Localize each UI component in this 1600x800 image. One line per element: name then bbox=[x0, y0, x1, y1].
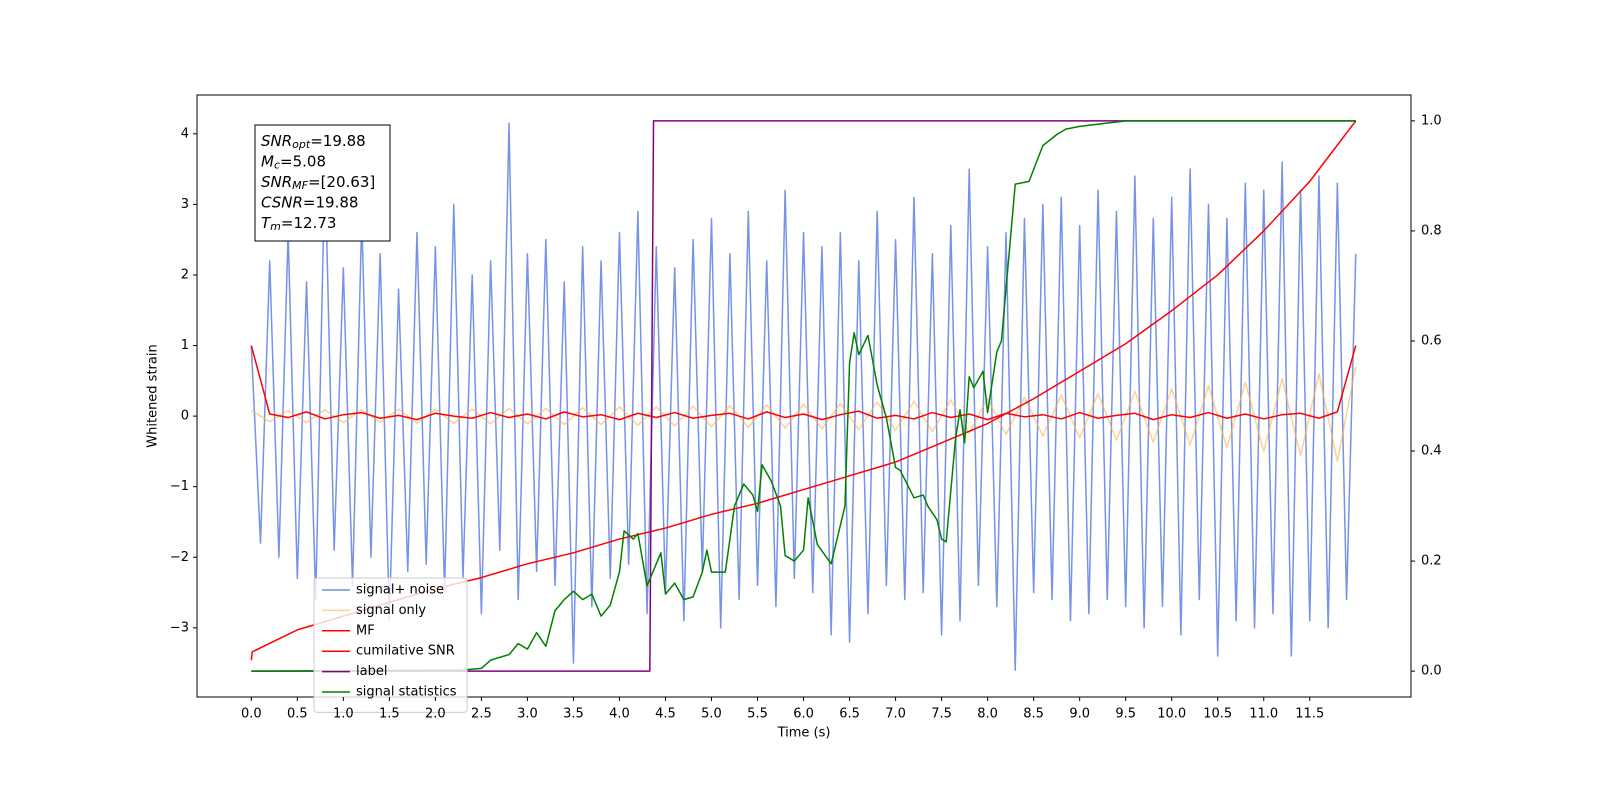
y2-tick-label: 0.2 bbox=[1421, 554, 1442, 569]
x-tick-label: 10.0 bbox=[1157, 707, 1186, 722]
x-tick-label: 2.5 bbox=[471, 707, 492, 722]
x-tick-label: 10.5 bbox=[1203, 707, 1232, 722]
annotation-subscript: c bbox=[274, 159, 280, 172]
annotation-symbol: SNR bbox=[261, 173, 292, 191]
annotation-value: =[20.63] bbox=[308, 173, 375, 191]
legend-label: signal only bbox=[356, 603, 426, 618]
x-tick-label: 5.5 bbox=[747, 707, 768, 722]
y-axis-label: Whitened strain bbox=[146, 344, 161, 447]
x-tick-label: 7.5 bbox=[931, 707, 952, 722]
y-tick-label: −2 bbox=[170, 550, 189, 565]
x-tick-label: 2.0 bbox=[425, 707, 446, 722]
y-tick-label: 3 bbox=[181, 197, 189, 212]
x-tick-label: 4.5 bbox=[655, 707, 676, 722]
y2-tick-label: 0.6 bbox=[1421, 333, 1442, 348]
annotation-box: SNRopt=19.88Mc=5.08SNRMF=[20.63]CSNR=19.… bbox=[254, 124, 391, 242]
legend: signal+ noise signal only MF cumilative SNR… bbox=[313, 577, 468, 713]
y2-tick-label: 0.0 bbox=[1421, 664, 1442, 679]
x-tick-label: 1.0 bbox=[333, 707, 354, 722]
y2-tick-label: 1.0 bbox=[1421, 113, 1442, 128]
x-tick-label: 4.0 bbox=[609, 707, 630, 722]
annotation-frame bbox=[254, 124, 391, 242]
legend-label: MF bbox=[356, 623, 375, 638]
annotation-symbol: CSNR bbox=[261, 193, 303, 211]
annotation-subscript: MF bbox=[292, 179, 308, 192]
y-tick-label: 0 bbox=[181, 409, 189, 424]
annotation-line: Mc=5.08 bbox=[261, 152, 326, 172]
data-line bbox=[250, 345, 1357, 421]
x-tick-label: 5.0 bbox=[701, 707, 722, 722]
x-tick-label: 11.0 bbox=[1249, 707, 1278, 722]
x-tick-label: 3.5 bbox=[563, 707, 584, 722]
annotation-value: =19.88 bbox=[310, 132, 366, 150]
annotation-subscript: m bbox=[270, 220, 281, 233]
data-line bbox=[251, 120, 1356, 672]
legend-label: label bbox=[356, 664, 387, 679]
y2-tick-label: 0.8 bbox=[1421, 223, 1442, 238]
x-axis-label: Time (s) bbox=[777, 726, 831, 741]
x-tick-label: 6.5 bbox=[839, 707, 860, 722]
y-tick-label: 4 bbox=[181, 126, 189, 141]
annotation-line: SNRopt=19.88 bbox=[261, 132, 366, 152]
annotation-symbol: T bbox=[261, 214, 272, 232]
legend-label: signal+ noise bbox=[356, 583, 444, 598]
x-tick-label: 7.0 bbox=[885, 707, 906, 722]
annotation-line: CSNR=19.88 bbox=[261, 193, 358, 211]
x-tick-label: 9.0 bbox=[1069, 707, 1090, 722]
x-tick-label: 11.5 bbox=[1295, 707, 1324, 722]
annotation-subscript: opt bbox=[292, 138, 311, 151]
legend-label: signal statistics bbox=[356, 685, 457, 700]
annotation-line: Tm=12.73 bbox=[261, 214, 336, 234]
x-tick-label: 3.0 bbox=[517, 707, 538, 722]
y2-tick-label: 0.4 bbox=[1421, 444, 1442, 459]
annotation-value: =19.88 bbox=[303, 193, 359, 211]
legend-label: cumilative SNR bbox=[356, 644, 455, 659]
y-tick-label: −1 bbox=[170, 479, 189, 494]
x-tick-label: 8.5 bbox=[1023, 707, 1044, 722]
x-tick-label: 0.5 bbox=[287, 707, 308, 722]
x-tick-label: 8.0 bbox=[977, 707, 998, 722]
x-tick-label: 6.0 bbox=[793, 707, 814, 722]
y-tick-label: −3 bbox=[170, 620, 189, 635]
annotation-symbol: M bbox=[261, 152, 274, 170]
annotation-symbol: SNR bbox=[261, 132, 292, 150]
annotation-value: =5.08 bbox=[280, 152, 326, 170]
data-line bbox=[250, 366, 1357, 463]
y-tick-label: 2 bbox=[181, 267, 189, 282]
x-tick-label: 1.5 bbox=[379, 707, 400, 722]
annotation-line: SNRMF=[20.63] bbox=[261, 173, 375, 193]
annotation-value: =12.73 bbox=[281, 214, 337, 232]
x-tick-label: 9.5 bbox=[1115, 707, 1136, 722]
y-tick-label: 1 bbox=[181, 338, 189, 353]
data-line bbox=[250, 122, 1357, 671]
x-tick-label: 0.0 bbox=[241, 707, 262, 722]
legend-frame bbox=[313, 577, 468, 713]
